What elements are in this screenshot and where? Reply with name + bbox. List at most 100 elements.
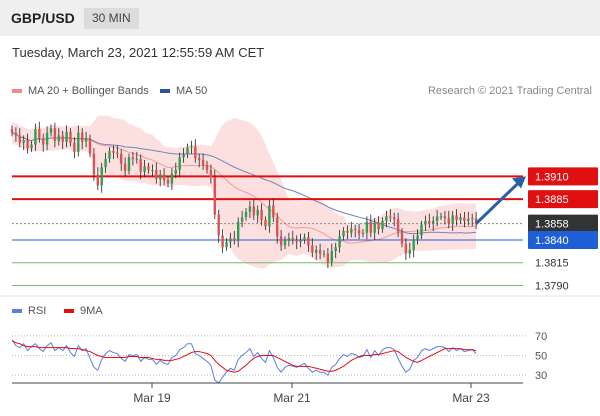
candle-8 [42, 138, 45, 145]
candle-47 [194, 146, 197, 159]
candle-9 [45, 132, 49, 145]
candle-23 [100, 167, 103, 186]
legend-swatch-ma50 [160, 89, 170, 94]
candle-82 [330, 250, 333, 262]
candle-36 [151, 170, 154, 171]
candle-86 [346, 230, 349, 233]
candle-42 [174, 170, 177, 174]
candle-93 [373, 222, 376, 233]
candle-66 [268, 205, 271, 227]
header-bar: GBP/USD 30 MIN [0, 0, 600, 36]
candle-115 [459, 217, 462, 220]
candle-65 [264, 220, 267, 227]
level-label-5: 1.3790 [535, 280, 569, 292]
candle-59 [240, 217, 244, 222]
candle-104 [416, 235, 419, 240]
candle-99 [396, 219, 400, 232]
candle-44 [182, 154, 185, 158]
rsi-tick-1: 50 [535, 351, 547, 363]
level-tag-2 [528, 214, 598, 233]
candle-21 [92, 153, 96, 175]
candle-39 [162, 174, 166, 180]
level-tag-1 [528, 190, 598, 209]
candle-43 [178, 157, 181, 170]
candle-63 [256, 210, 259, 216]
candle-94 [377, 222, 380, 230]
legend-swatch-ma20 [12, 89, 22, 94]
level-label-0: 1.3910 [535, 171, 569, 183]
candle-34 [143, 166, 146, 172]
candle-73 [295, 240, 298, 242]
candle-97 [389, 216, 392, 218]
x-tick-0: Mar 19 [133, 391, 171, 405]
candle-33 [139, 159, 142, 172]
candle-98 [393, 217, 396, 220]
legend-rsi: RSI [12, 305, 46, 317]
candle-55 [225, 241, 228, 248]
candle-113 [451, 215, 454, 224]
candle-37 [155, 170, 158, 180]
candle-119 [474, 218, 478, 224]
candle-31 [131, 157, 135, 160]
legend-ma20: MA 20 + Bollinger Bands [12, 85, 149, 97]
candle-46 [190, 146, 193, 148]
candle-24 [104, 159, 107, 168]
candle-57 [233, 238, 236, 240]
candle-6 [34, 129, 37, 145]
candle-60 [244, 211, 248, 218]
level-label-1: 1.3885 [535, 194, 569, 206]
candle-69 [279, 236, 283, 246]
candle-30 [127, 157, 131, 171]
candle-62 [252, 206, 255, 216]
timeframe-button[interactable]: 30 MIN [84, 8, 139, 29]
candle-101 [404, 243, 408, 254]
candle-117 [467, 219, 470, 221]
candle-52 [213, 177, 216, 215]
candle-12 [57, 135, 60, 141]
candle-105 [420, 224, 423, 236]
legend-9ma: 9MA [64, 305, 103, 317]
candle-10 [49, 128, 53, 133]
candle-71 [287, 238, 291, 240]
candle-78 [315, 250, 318, 253]
candle-110 [439, 216, 443, 218]
candle-80 [322, 253, 326, 255]
rsi-tick-2: 30 [535, 370, 547, 382]
candle-116 [463, 217, 466, 221]
level-label-4: 1.3815 [535, 258, 569, 270]
candle-49 [201, 160, 205, 165]
rsi-tick-0: 70 [535, 331, 547, 343]
candle-91 [365, 221, 369, 233]
candle-5 [30, 144, 33, 149]
candle-107 [428, 220, 431, 224]
level-tag-0 [528, 167, 598, 186]
candle-40 [166, 180, 170, 184]
level-label-2: 1.3858 [535, 219, 569, 231]
candle-45 [186, 147, 189, 155]
candle-67 [272, 205, 275, 218]
candle-0 [10, 129, 14, 133]
candle-111 [443, 216, 447, 219]
candle-4 [26, 140, 29, 149]
candle-106 [424, 220, 427, 225]
candle-90 [361, 232, 365, 234]
datetime-label: Tuesday, March 23, 2021 12:55:59 AM CET [12, 45, 265, 60]
candle-11 [53, 128, 57, 141]
x-tick-2: Mar 23 [452, 391, 490, 405]
candle-70 [283, 240, 287, 246]
candle-25 [108, 150, 111, 160]
level-tag-3 [528, 231, 598, 249]
candle-13 [61, 135, 64, 142]
projection-arrow-shaft [475, 180, 522, 225]
candle-1 [14, 132, 18, 136]
candle-50 [205, 164, 209, 170]
candle-112 [447, 218, 450, 224]
legend-label-ma20: MA 20 + Bollinger Bands [28, 85, 149, 97]
candle-76 [307, 237, 310, 246]
candle-83 [334, 247, 337, 251]
candle-41 [170, 173, 174, 184]
candle-118 [471, 218, 474, 220]
candle-77 [311, 245, 314, 253]
candle-61 [248, 206, 252, 212]
